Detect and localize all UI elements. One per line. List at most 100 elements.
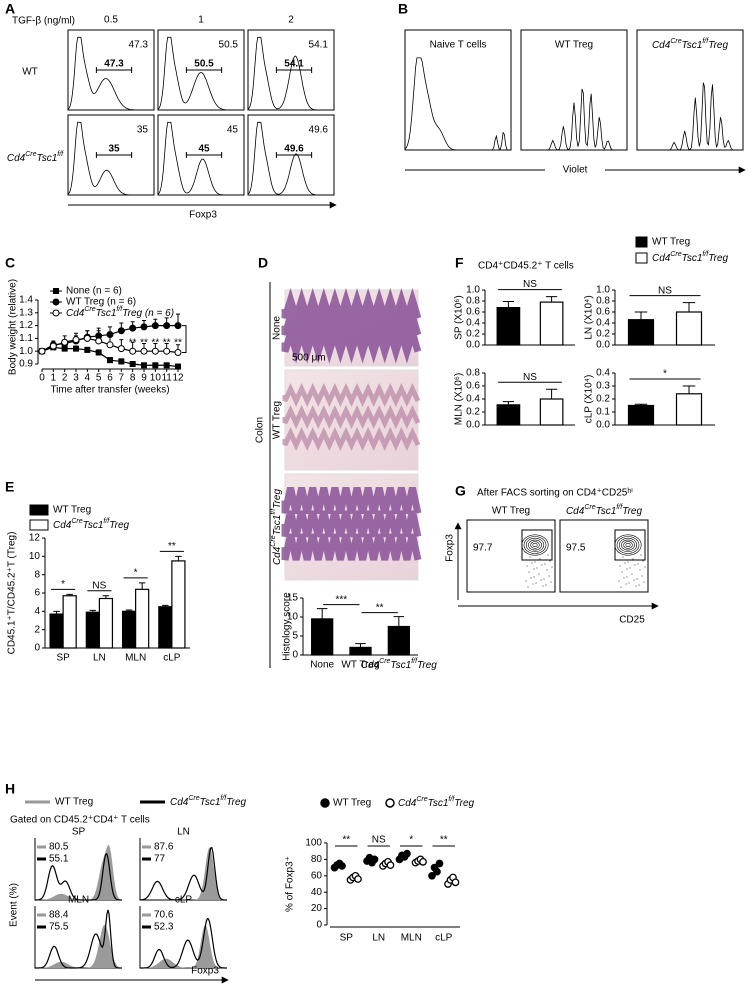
event-dot	[643, 581, 645, 583]
significance: **	[129, 338, 137, 349]
superscript: f/f	[702, 251, 709, 258]
histogram-curve	[247, 36, 334, 111]
percentage: 88.4	[49, 910, 69, 921]
text-segment: Treg	[417, 660, 437, 671]
x-tick-label: SP	[56, 653, 70, 664]
event-dot	[642, 560, 644, 562]
x-tick-label: WT Treg	[341, 660, 379, 671]
panel-label: F	[455, 255, 464, 271]
percentage: 52.3	[154, 922, 174, 933]
text-segment: Cd4	[66, 308, 85, 319]
y-tick-label: 0.0	[466, 420, 480, 431]
y-tick-label: 0.4	[596, 318, 610, 329]
marker	[163, 347, 171, 355]
event-dot	[548, 575, 550, 577]
significance: NS	[523, 372, 537, 383]
event-dot	[524, 551, 526, 553]
marker	[107, 357, 113, 364]
plot-frame	[247, 29, 335, 111]
y-tick-label: 60	[311, 870, 323, 881]
text-segment: Treg	[272, 489, 283, 509]
y-tick-label: 0.8	[466, 368, 480, 379]
error-bar	[682, 385, 696, 394]
y-tick-label: 0.2	[596, 394, 610, 405]
x-tick-label: cLP	[435, 933, 453, 944]
y-tick-label: 0.3	[596, 381, 610, 392]
axis-title: Event (%)	[9, 883, 20, 927]
event-dot	[618, 580, 620, 582]
x-tick-label: cLP	[163, 653, 181, 664]
event-dot	[551, 566, 553, 568]
marker	[84, 346, 91, 353]
contour	[618, 537, 638, 553]
bar	[85, 611, 100, 649]
text-segment: Treg	[622, 506, 642, 517]
percentage: 35	[137, 125, 149, 136]
significance: NS	[372, 835, 386, 846]
contour	[623, 541, 633, 549]
percentage: 70.6	[154, 910, 174, 921]
event-dot	[632, 558, 634, 560]
marker	[174, 348, 182, 356]
text-segment: Cd4	[170, 797, 189, 808]
event-dot	[527, 586, 529, 588]
histogram-curve	[140, 924, 227, 968]
panel-subtitle: Gated on CD45.2⁺CD4⁺ T cells	[10, 815, 150, 826]
significance: **	[342, 835, 350, 846]
x-tick-label: 11	[161, 373, 172, 384]
event-dot	[525, 580, 527, 582]
y-tick-label: 1.2	[19, 320, 33, 331]
significance: *	[409, 835, 413, 846]
event-dot	[626, 568, 628, 570]
marker	[49, 342, 57, 350]
plot-frame	[520, 29, 628, 151]
y-tick-label: 5	[292, 631, 298, 642]
event-dot	[633, 579, 635, 581]
gate-label: 45	[198, 144, 210, 155]
marker	[83, 334, 91, 342]
x-tick-label: MLN	[125, 653, 146, 664]
event-dot	[640, 554, 642, 556]
error-bar	[682, 302, 696, 312]
marker	[140, 323, 148, 331]
y-tick-label: 0.9	[19, 359, 33, 370]
percentage: 80.5	[49, 842, 69, 853]
gate-label: 49.6	[284, 144, 304, 155]
plot-frame	[466, 519, 556, 593]
plot-title: MLN	[68, 895, 89, 906]
event-dot	[532, 583, 534, 585]
error-bar	[355, 643, 366, 648]
legend-label: Cd4CreTsc1f/fTreg	[170, 795, 247, 808]
text-segment: Tsc1	[200, 797, 221, 808]
legend-label: Cd4CreTsc1f/fTreg	[53, 518, 130, 531]
text-segment: Treg (n = 6)	[122, 308, 174, 319]
histogram-curve	[140, 917, 227, 969]
event-dot	[541, 564, 543, 566]
event-dot	[617, 551, 619, 553]
row-label: Cd4CreTsc1f/fTreg	[270, 489, 283, 566]
text-segment: Cd4	[398, 798, 417, 809]
axis-title: Foxp3	[189, 210, 217, 221]
marker	[163, 362, 170, 369]
contour	[521, 534, 549, 556]
marker	[61, 345, 68, 352]
percentage: 55.1	[49, 854, 69, 865]
bar	[496, 404, 521, 426]
row-label: WT	[22, 67, 38, 78]
percentage: 47.3	[129, 40, 149, 51]
panel-label: C	[5, 255, 15, 271]
panel-label: A	[5, 1, 15, 17]
significance: NS	[523, 279, 537, 290]
contour	[532, 542, 538, 547]
tissue	[281, 487, 422, 561]
axis-title: CD45.1⁺T/CD45.2⁺T (Treg)	[7, 532, 18, 655]
event-dot	[624, 562, 626, 564]
text-segment: Tsc1	[272, 515, 283, 536]
legend-marker	[52, 309, 60, 317]
superscript: f/f	[116, 306, 123, 313]
gate-percentage: 97.7	[473, 543, 493, 554]
event-dot	[546, 569, 548, 571]
x-tick-label: SP	[340, 933, 354, 944]
event-dot	[636, 578, 638, 580]
y-tick-label: 0.0	[466, 340, 480, 351]
